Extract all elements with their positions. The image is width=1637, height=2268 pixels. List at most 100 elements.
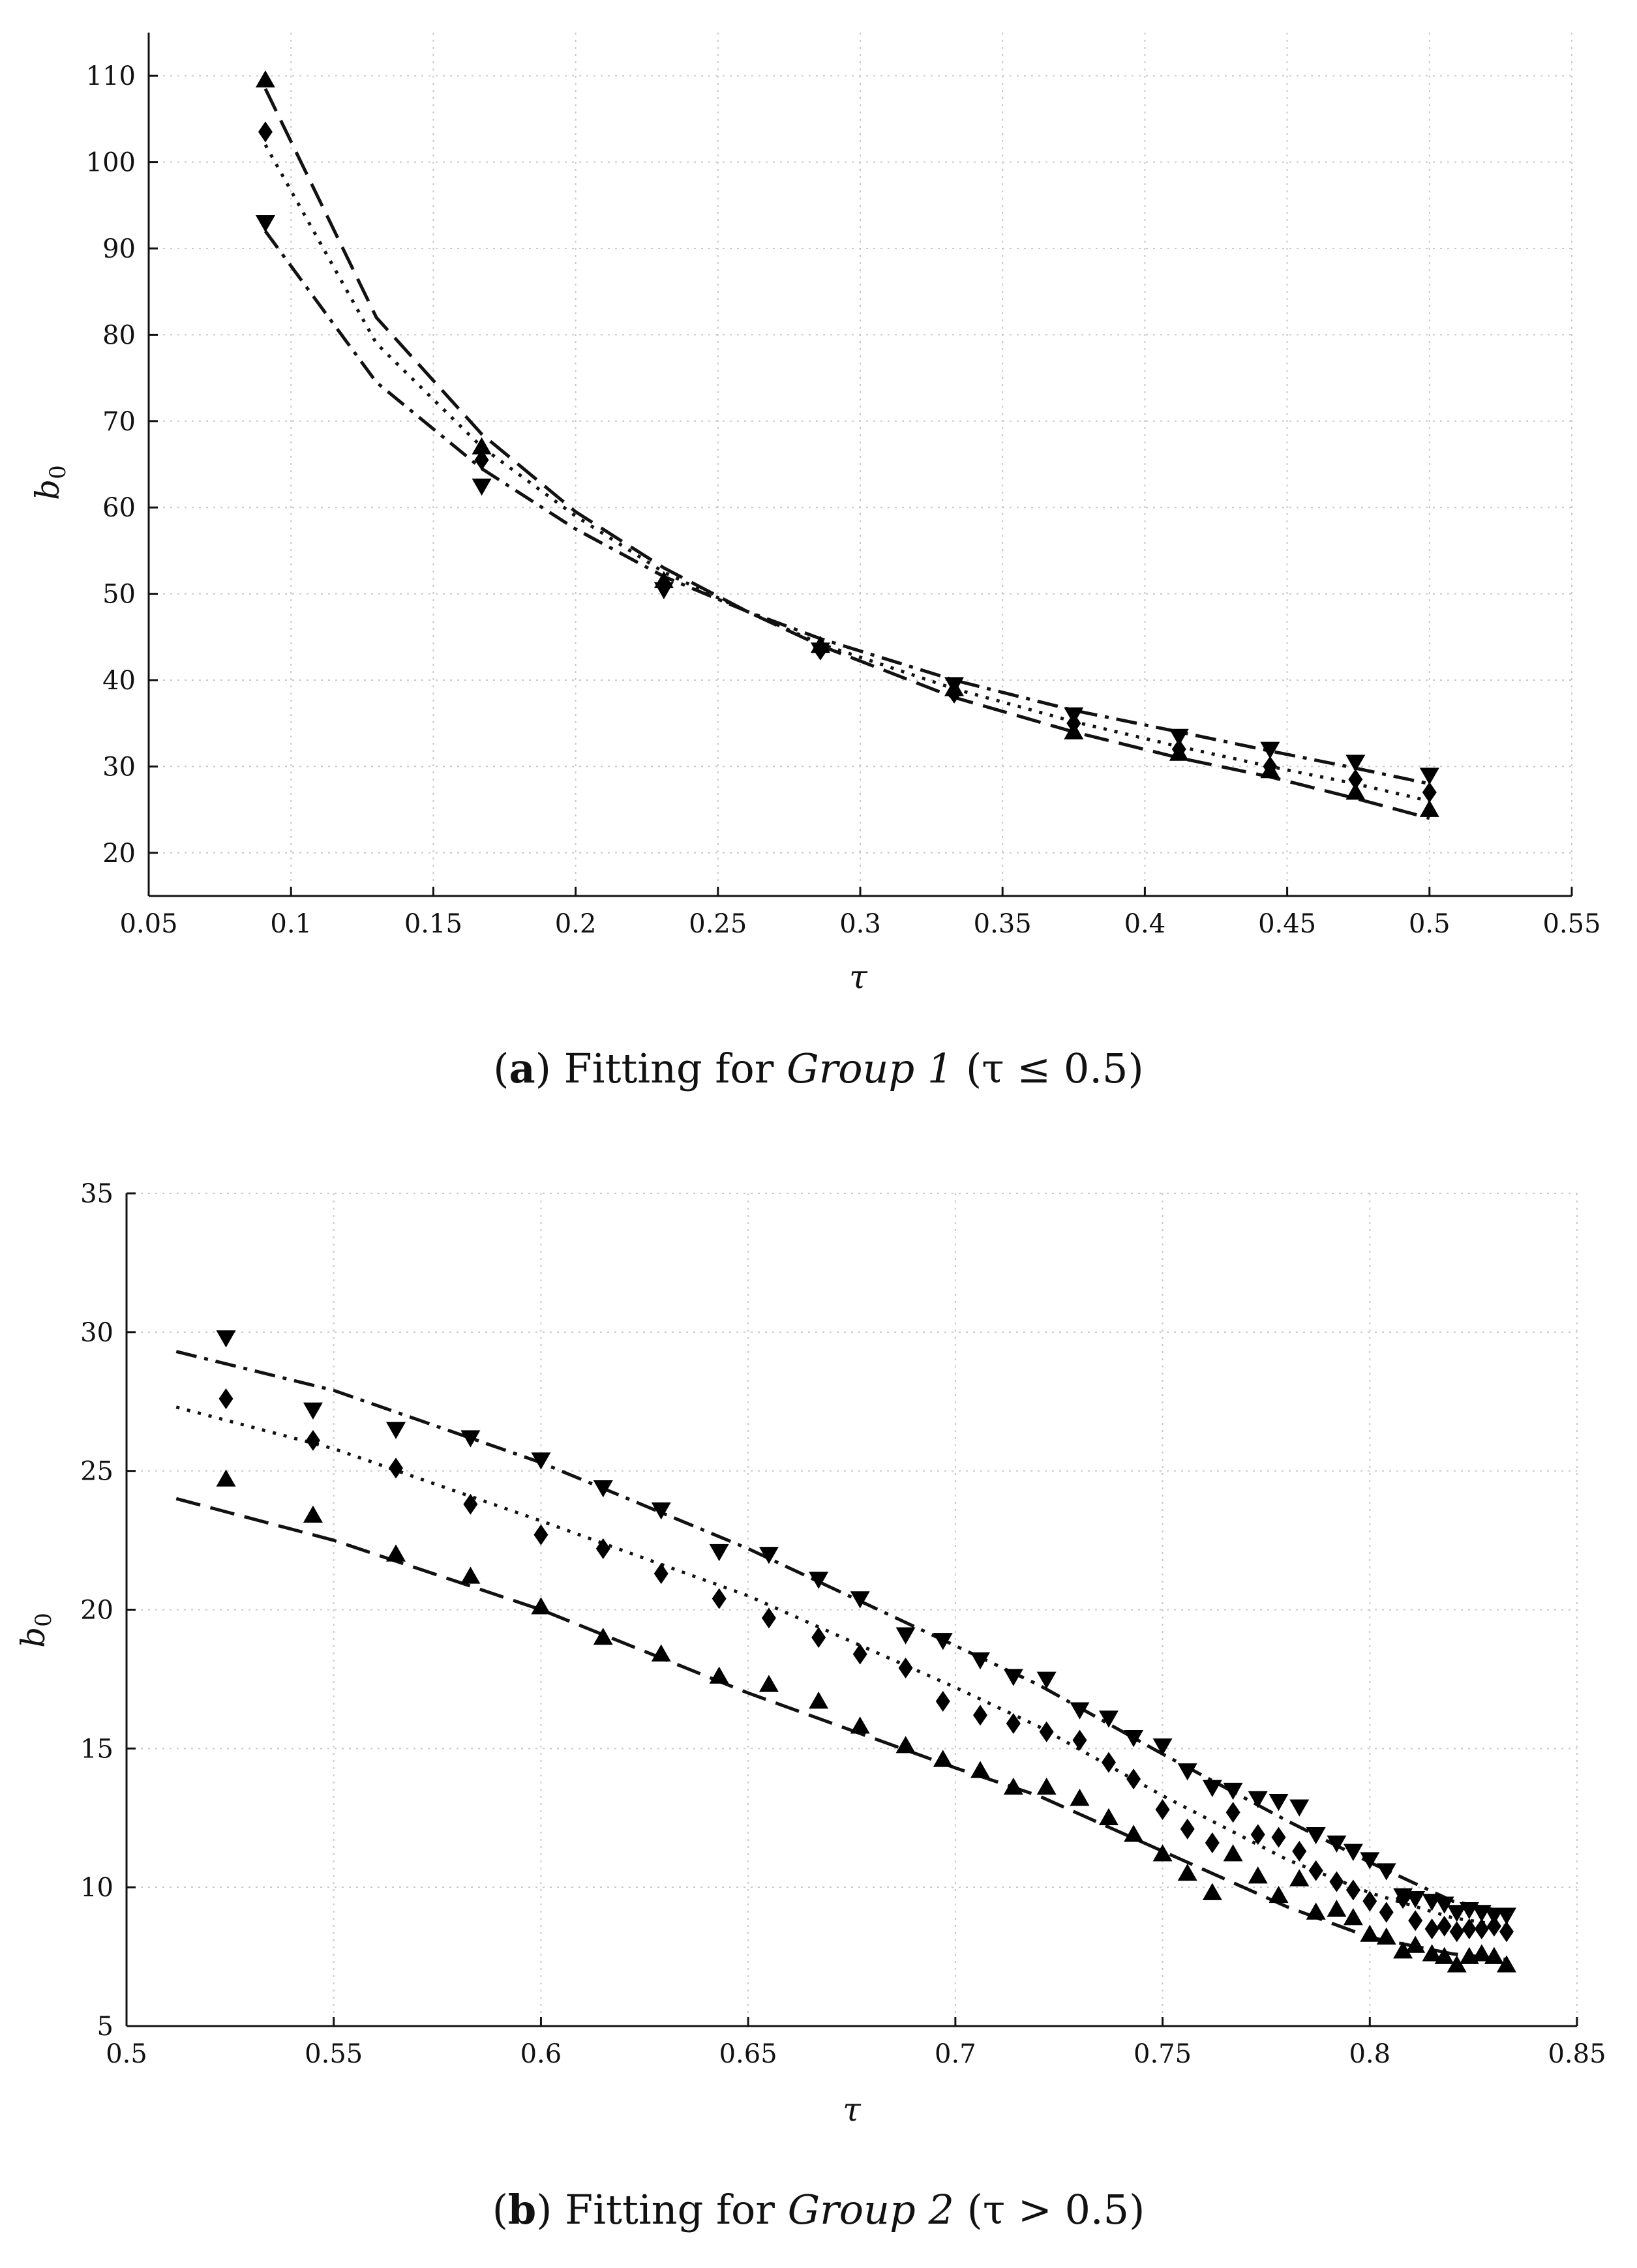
b-point-triangle-down-23 <box>1248 1791 1268 1808</box>
b-point-triangle-up-39 <box>1496 1955 1516 1973</box>
b-point-diamond-2 <box>389 1457 404 1479</box>
panel-b-x-tick-labels: 0.5 0.55 0.6 0.65 0.7 0.75 0.8 0.85 <box>106 2039 1606 2069</box>
b-point-triangle-up-21 <box>1202 1883 1222 1900</box>
a-x-tick-label-6: 0.35 <box>974 909 1032 939</box>
b-point-triangle-up-2 <box>386 1544 406 1562</box>
b-point-triangle-down-17 <box>1098 1710 1119 1728</box>
b-point-triangle-down-24 <box>1269 1793 1289 1812</box>
b-point-triangle-up-29 <box>1360 1924 1380 1942</box>
b-point-triangle-down-0 <box>216 1330 236 1348</box>
b-point-triangle-up-4 <box>531 1597 551 1615</box>
a-y-tick-label-5: 70 <box>102 407 136 437</box>
b-point-triangle-up-33 <box>1422 1944 1442 1962</box>
b-point-triangle-down-34 <box>1434 1896 1454 1914</box>
a-point-triangle-up-9 <box>1419 799 1439 817</box>
panel-b-y-tick-labels: 5 10 15 20 25 30 35 <box>80 1179 113 2042</box>
a-x-tick-label-7: 0.4 <box>1124 909 1166 939</box>
a-point-diamond-8 <box>1348 769 1363 790</box>
a-point-triangle-down-0 <box>255 215 275 233</box>
b-point-diamond-39 <box>1499 1921 1514 1943</box>
b-point-triangle-up-6 <box>651 1644 671 1662</box>
b-point-triangle-up-18 <box>1124 1825 1144 1842</box>
b-point-diamond-8 <box>761 1607 776 1629</box>
a-x-tick-label-0: 0.05 <box>119 909 177 939</box>
panel-b-y-axis-label: b0 <box>14 1613 57 1648</box>
b-point-triangle-up-11 <box>895 1736 916 1753</box>
b-point-triangle-up-34 <box>1434 1947 1454 1964</box>
a-fit-line-triangle-up <box>263 88 1430 820</box>
b-point-diamond-17 <box>1101 1752 1116 1773</box>
panel-b-chart: 0.5 0.55 0.6 0.65 0.7 0.75 0.8 0.85 5 10 15 20 25 30… <box>14 1179 1606 2233</box>
panel-a-caption-group: Group 1 <box>787 1045 953 1092</box>
b-point-diamond-10 <box>852 1643 867 1665</box>
b-point-triangle-up-28 <box>1343 1907 1363 1926</box>
b-point-triangle-down-16 <box>1070 1702 1090 1720</box>
panel-b-y-axis-label-sub: 0 <box>31 1613 57 1627</box>
b-point-diamond-3 <box>463 1493 478 1515</box>
b-point-triangle-up-19 <box>1152 1844 1173 1862</box>
b-point-triangle-down-6 <box>651 1502 671 1520</box>
b-point-triangle-down-32 <box>1405 1890 1426 1909</box>
b-y-tick-label-6: 35 <box>80 1179 113 1209</box>
panel-a-y-axis-label-main: b <box>29 479 67 500</box>
b-point-triangle-down-38 <box>1484 1907 1504 1925</box>
b-point-diamond-30 <box>1379 1902 1394 1923</box>
b-point-triangle-up-22 <box>1223 1844 1243 1862</box>
b-point-diamond-33 <box>1424 1918 1439 1940</box>
a-y-tick-label-3: 50 <box>102 580 136 610</box>
a-x-tick-label-5: 0.3 <box>839 909 881 939</box>
b-x-tick-label-2: 0.6 <box>520 2039 562 2069</box>
b-point-triangle-down-11 <box>895 1627 916 1645</box>
b-point-diamond-12 <box>935 1690 950 1712</box>
a-x-tick-label-10: 0.55 <box>1542 909 1600 939</box>
a-point-triangle-up-8 <box>1345 783 1366 800</box>
b-point-triangle-down-7 <box>709 1544 729 1562</box>
b-y-tick-label-3: 20 <box>80 1596 113 1626</box>
b-point-triangle-down-19 <box>1152 1738 1173 1756</box>
a-y-tick-label-0: 20 <box>102 839 136 869</box>
panel-b-gridlines <box>126 1193 1578 2027</box>
b-point-triangle-up-9 <box>809 1691 829 1709</box>
b-point-triangle-up-13 <box>970 1761 990 1778</box>
b-point-triangle-down-18 <box>1124 1730 1144 1748</box>
b-point-diamond-14 <box>1006 1713 1021 1735</box>
panel-b-caption-group: Group 2 <box>788 2186 954 2233</box>
panel-a-y-axis-label-sub: 0 <box>45 465 71 479</box>
b-point-diamond-1 <box>305 1429 320 1451</box>
b-point-diamond-13 <box>972 1705 987 1726</box>
b-point-triangle-down-5 <box>593 1480 613 1498</box>
a-y-tick-label-9: 110 <box>86 61 136 91</box>
panel-a-y-tick-labels: 20 30 40 50 60 70 80 90 100 110 <box>86 61 136 869</box>
a-point-triangle-down-2 <box>653 582 674 599</box>
b-point-triangle-up-15 <box>1036 1777 1057 1795</box>
b-point-diamond-9 <box>811 1627 826 1649</box>
b-point-triangle-down-25 <box>1289 1799 1310 1817</box>
b-x-tick-label-1: 0.55 <box>305 2039 363 2069</box>
b-point-triangle-down-21 <box>1202 1780 1222 1797</box>
b-point-triangle-up-23 <box>1248 1866 1268 1884</box>
panel-b-fit-curves <box>175 1350 1507 1962</box>
b-point-triangle-up-3 <box>460 1566 481 1584</box>
b-x-tick-label-4: 0.7 <box>935 2039 976 2069</box>
b-y-tick-label-0: 5 <box>97 2012 113 2042</box>
a-x-tick-label-2: 0.15 <box>404 909 462 939</box>
b-point-triangle-up-1 <box>303 1505 323 1523</box>
a-point-diamond-6 <box>1171 738 1186 760</box>
b-point-triangle-up-8 <box>758 1675 779 1692</box>
b-point-diamond-19 <box>1155 1798 1170 1820</box>
b-point-diamond-7 <box>712 1588 727 1609</box>
b-point-triangle-down-3 <box>460 1430 481 1448</box>
a-point-triangle-up-1 <box>472 437 492 455</box>
b-point-diamond-20 <box>1180 1818 1195 1840</box>
b-point-triangle-down-4 <box>531 1452 551 1470</box>
a-point-triangle-down-8 <box>1345 754 1366 772</box>
b-point-triangle-up-16 <box>1070 1788 1090 1806</box>
panel-b-caption-text: Fitting for <box>565 2186 775 2233</box>
b-x-tick-label-3: 0.65 <box>719 2039 777 2069</box>
panel-b-x-axis-label: τ <box>843 2091 862 2128</box>
panel-a-x-tick-labels: 0.05 0.1 0.15 0.2 0.25 0.3 0.35 0.4 0.45 0.5 0.55 <box>119 909 1600 939</box>
b-point-triangle-up-17 <box>1098 1808 1119 1825</box>
panel-b-label: b <box>508 2186 536 2233</box>
b-point-diamond-24 <box>1271 1827 1286 1848</box>
